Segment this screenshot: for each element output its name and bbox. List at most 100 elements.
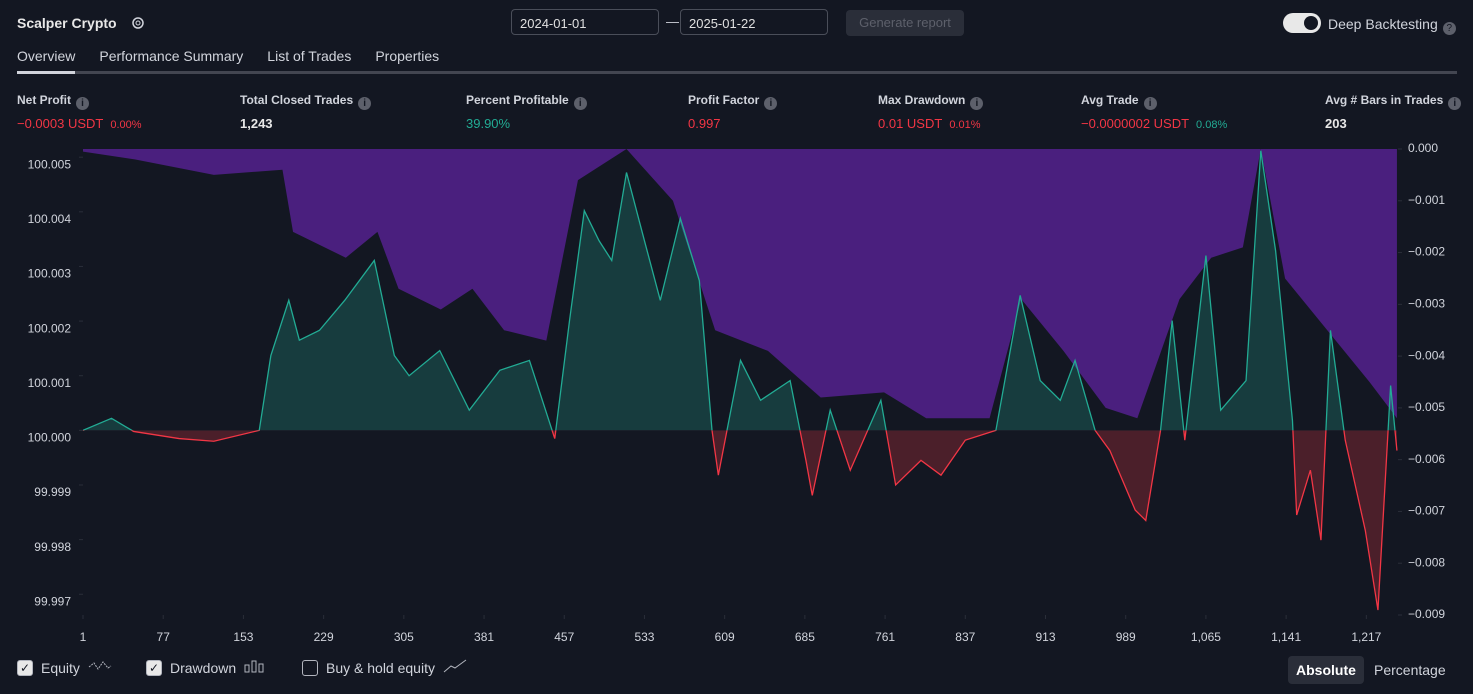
deep-toggle[interactable] bbox=[1283, 13, 1321, 33]
metric: Avg Trade i −0.0000002 USDT 0.08% bbox=[1081, 93, 1227, 131]
chart-option[interactable]: Buy & hold equity bbox=[302, 659, 467, 676]
info-icon: i bbox=[573, 97, 587, 110]
x-tick-label: 989 bbox=[1116, 630, 1136, 644]
tab[interactable]: List of Trades bbox=[267, 48, 352, 64]
drawdown-area bbox=[83, 149, 1397, 419]
y2-tick-label: −0.003 bbox=[1408, 297, 1445, 311]
metric-value-row: 39.90% bbox=[466, 116, 587, 131]
info-icon: i bbox=[1143, 97, 1157, 110]
x-tick-label: 77 bbox=[157, 630, 171, 644]
tab[interactable]: Performance Summary bbox=[99, 48, 244, 64]
y-tick-label: 99.998 bbox=[34, 540, 71, 554]
y2-tick-label: −0.006 bbox=[1408, 452, 1445, 466]
x-tick-label: 1,141 bbox=[1271, 630, 1301, 644]
x-tick-label: 1,065 bbox=[1191, 630, 1221, 644]
checkbox[interactable]: ✓ bbox=[17, 659, 33, 676]
metric: Avg # Bars in Trades i 203 bbox=[1325, 93, 1462, 131]
tabs: Overview Performance Summary List of Trade… bbox=[17, 48, 439, 72]
metric-value-row: −0.0000002 USDT 0.08% bbox=[1081, 116, 1227, 131]
generate-button[interactable]: Generate report bbox=[846, 10, 964, 36]
x-tick-label: 381 bbox=[474, 630, 494, 644]
chart-option[interactable]: ✓ Equity bbox=[17, 659, 112, 676]
metric-label: Net Profit i bbox=[17, 93, 142, 110]
x-tick-label: 229 bbox=[314, 630, 334, 644]
metric-label-text: Avg # Bars in Trades bbox=[1325, 93, 1444, 107]
settings-icon[interactable] bbox=[130, 15, 146, 31]
metric-value-row: 203 bbox=[1325, 116, 1461, 131]
tab[interactable]: Properties bbox=[375, 48, 440, 64]
metric-value-row: 0.997 bbox=[688, 116, 777, 131]
y-tick-label: 100.002 bbox=[28, 321, 72, 335]
option-icon bbox=[244, 659, 264, 676]
date-separator: — bbox=[666, 14, 679, 29]
y-tick-label: 100.001 bbox=[28, 376, 72, 390]
tab-active bbox=[17, 71, 75, 74]
x-tick-label: 305 bbox=[394, 630, 414, 644]
metric-label-text: Profit Factor bbox=[688, 93, 760, 107]
metric-label: Avg # Bars in Trades i bbox=[1325, 93, 1462, 110]
metric-value-row: −0.0003 USDT 0.00% bbox=[17, 116, 142, 131]
info-icon: i bbox=[1448, 97, 1462, 110]
info-icon: i bbox=[358, 97, 372, 110]
y-tick-label: 99.997 bbox=[34, 594, 71, 608]
y2-tick-label: −0.001 bbox=[1408, 193, 1445, 207]
checkbox[interactable] bbox=[302, 659, 318, 676]
scale-mode[interactable]: Absolute bbox=[1288, 656, 1364, 684]
x-tick-label: 685 bbox=[795, 630, 815, 644]
metric-label-text: Avg Trade bbox=[1081, 93, 1139, 107]
y2-tick-label: −0.009 bbox=[1408, 607, 1445, 621]
metric-value: 39.90% bbox=[466, 116, 511, 131]
end-date[interactable]: 2025-01-22 bbox=[680, 9, 828, 35]
metric: Profit Factor i 0.997 bbox=[688, 93, 778, 131]
metric-value: −0.0000002 USDT bbox=[1081, 116, 1190, 131]
metric-percent: 0.08% bbox=[1196, 119, 1228, 131]
metric: Net Profit i −0.0003 USDT 0.00% bbox=[17, 93, 142, 131]
metric-value: 0.01 USDT bbox=[878, 116, 943, 131]
x-tick-label: 1 bbox=[80, 630, 87, 644]
y2-tick-label: −0.002 bbox=[1408, 245, 1445, 259]
option-label: Equity bbox=[41, 659, 80, 676]
metric-label: Percent Profitable i bbox=[466, 93, 587, 110]
x-tick-label: 913 bbox=[1035, 630, 1055, 644]
x-tick-label: 457 bbox=[554, 630, 574, 644]
metric-value-row: 1,243 bbox=[240, 116, 371, 131]
strategy-title: Scalper Crypto bbox=[17, 15, 117, 31]
checkbox[interactable]: ✓ bbox=[146, 659, 162, 676]
tab-bar bbox=[17, 71, 1457, 74]
y2-tick-label: −0.004 bbox=[1408, 348, 1445, 362]
x-tick-label: 609 bbox=[715, 630, 735, 644]
y2-tick-label: 0.000 bbox=[1408, 141, 1438, 155]
scale-mode[interactable]: Percentage bbox=[1374, 662, 1446, 678]
metric-label-text: Total Closed Trades bbox=[240, 93, 354, 107]
x-tick-label: 1,217 bbox=[1351, 630, 1381, 644]
metric-label-text: Percent Profitable bbox=[466, 93, 569, 107]
info-icon: i bbox=[970, 97, 984, 110]
metric-value: 203 bbox=[1325, 116, 1347, 131]
option-icon bbox=[88, 659, 112, 676]
x-tick-label: 837 bbox=[955, 630, 975, 644]
start-date[interactable]: 2024-01-01 bbox=[511, 9, 659, 35]
chart: 100.005 100.004 100.003 100.002 100.001 100.0… bbox=[28, 141, 1446, 644]
metric-value: 1,243 bbox=[240, 116, 273, 131]
y-tick-label: 100.000 bbox=[28, 431, 72, 445]
metric-label: Avg Trade i bbox=[1081, 93, 1227, 110]
y-tick-label: 99.999 bbox=[34, 485, 71, 499]
y-tick-label: 100.004 bbox=[28, 212, 72, 226]
metric-label: Total Closed Trades i bbox=[240, 93, 372, 110]
x-tick-label: 761 bbox=[875, 630, 895, 644]
equity-area-positive bbox=[83, 150, 1397, 431]
option-label: Drawdown bbox=[170, 659, 237, 676]
y-tick-label: 100.005 bbox=[28, 157, 72, 171]
y-tick-label: 100.003 bbox=[28, 267, 72, 281]
y2-tick-label: −0.005 bbox=[1408, 400, 1445, 414]
y2-tick-label: −0.007 bbox=[1408, 504, 1445, 518]
equity-line-positive bbox=[83, 150, 1396, 431]
chart-option[interactable]: ✓ Drawdown bbox=[146, 659, 264, 676]
tab[interactable]: Overview bbox=[17, 48, 76, 64]
metric-value-row: 0.01 USDT 0.01% bbox=[878, 116, 983, 131]
info-icon: i bbox=[764, 97, 778, 110]
x-tick-label: 533 bbox=[634, 630, 654, 644]
metric-percent: 0.00% bbox=[110, 119, 142, 131]
metric-value: 0.997 bbox=[688, 116, 721, 131]
